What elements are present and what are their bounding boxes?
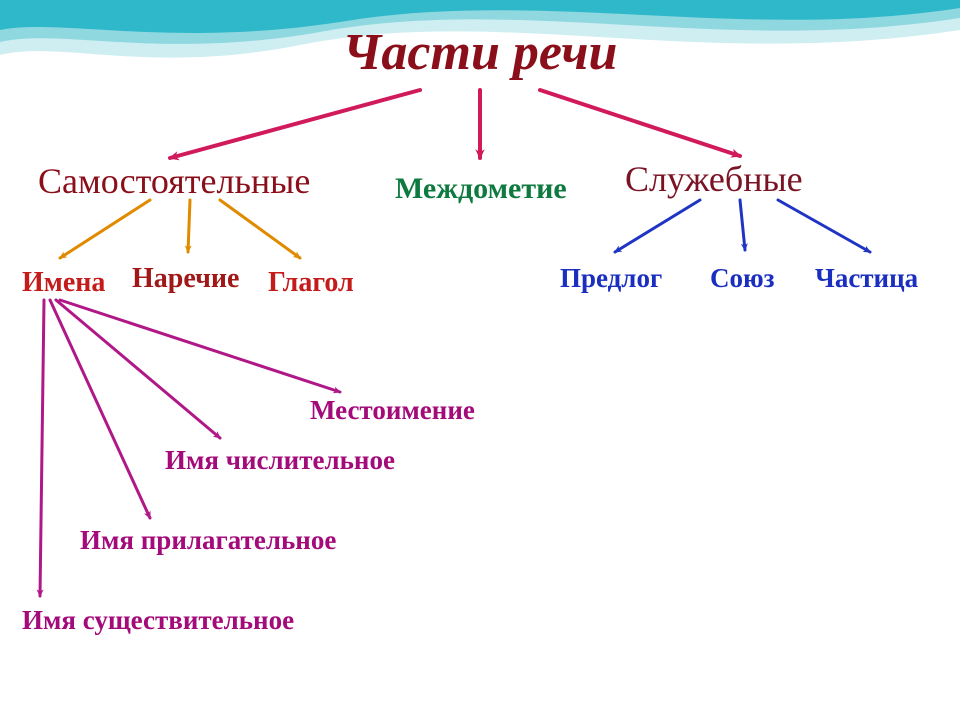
arrow-4 [188, 200, 190, 252]
node-mestoim: Местоимение [310, 395, 475, 426]
arrow-8 [778, 200, 870, 252]
node-chastica: Частица [815, 263, 918, 294]
arrow-3 [60, 200, 150, 258]
node-title: Части речи [0, 23, 960, 82]
arrow-11 [50, 300, 150, 518]
arrow-5 [220, 200, 300, 258]
arrow-12 [40, 300, 44, 596]
node-sushch: Имя существительное [22, 605, 294, 636]
arrow-9 [60, 300, 340, 392]
arrow-2 [540, 90, 740, 156]
arrow-0 [170, 90, 420, 158]
node-narech: Наречие [132, 263, 239, 295]
node-chislit: Имя числительное [165, 445, 395, 476]
node-samost: Самостоятельные [38, 160, 310, 202]
arrow-7 [740, 200, 745, 250]
node-prilag: Имя прилагательное [80, 525, 336, 556]
arrow-6 [615, 200, 700, 252]
node-soyuz: Союз [710, 263, 774, 294]
node-sluzh: Служебные [625, 158, 803, 200]
node-mezhd: Междометие [395, 172, 567, 206]
node-predlog: Предлог [560, 263, 662, 294]
node-glagol: Глагол [268, 267, 354, 299]
node-imena: Имена [22, 267, 105, 299]
